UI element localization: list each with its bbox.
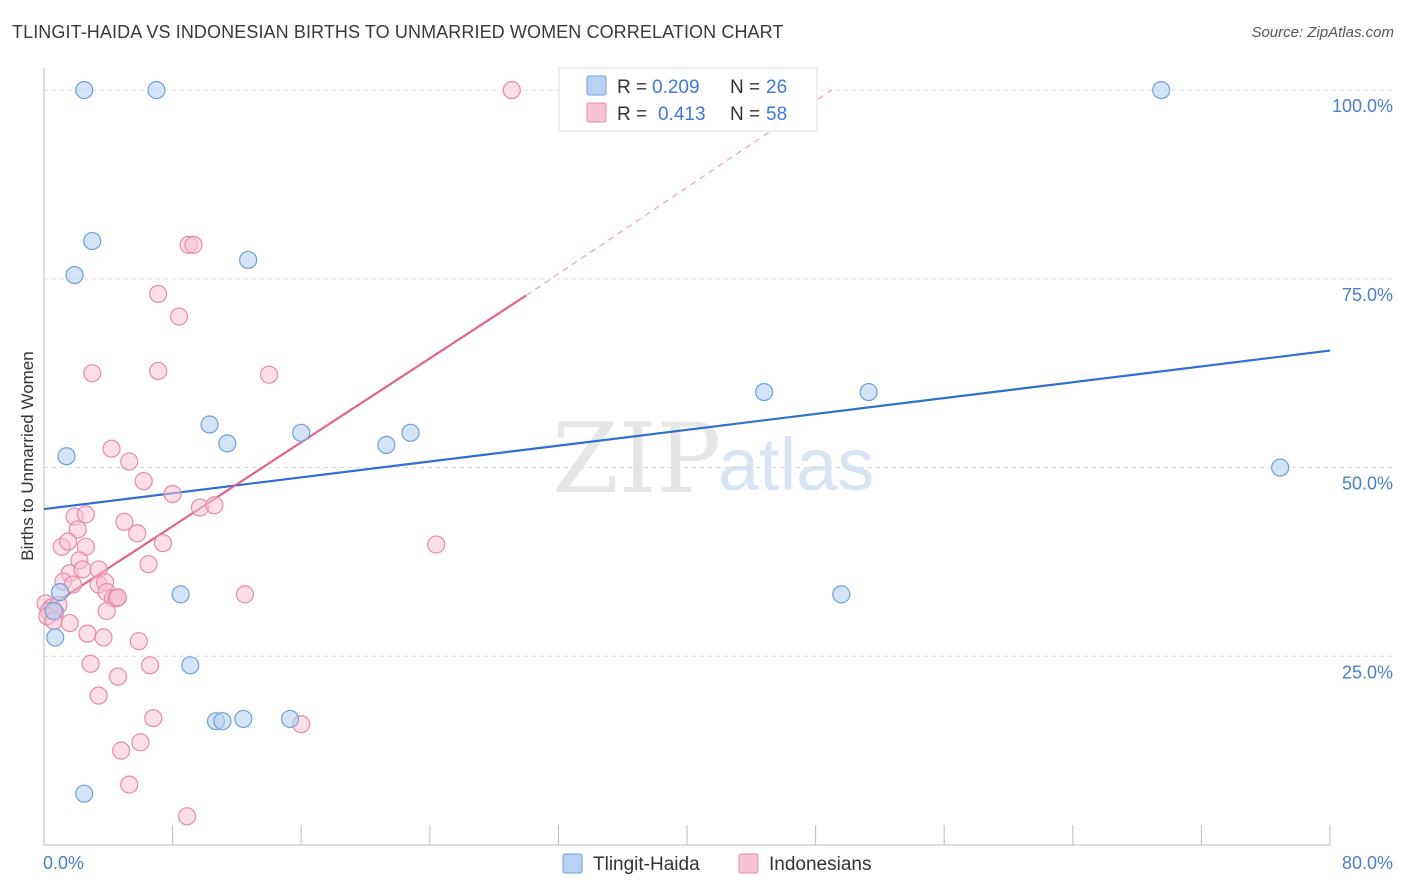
trend-lines <box>43 89 1331 606</box>
trend-line-tlingit-haida <box>43 349 1331 511</box>
legend-r-value-indonesians: 0.413 <box>658 104 706 125</box>
bottom-legend-label-indonesians: Indonesians <box>769 854 871 875</box>
data-point-indonesians <box>78 624 97 643</box>
data-point-indonesians <box>59 532 78 551</box>
data-point-indonesians <box>97 601 116 621</box>
data-point-tlingit-haida <box>755 382 774 402</box>
data-point-tlingit-haida <box>83 231 102 251</box>
data-point-tlingit-haida <box>234 709 253 729</box>
data-point-indonesians <box>94 628 113 647</box>
legend-n-value-indonesians: 58 <box>766 104 787 125</box>
data-point-indonesians <box>177 807 197 826</box>
data-point-tlingit-haida <box>75 784 94 803</box>
data-point-tlingit-haida <box>57 447 76 466</box>
data-point-indonesians <box>60 613 79 633</box>
data-point-indonesians <box>81 654 100 673</box>
legend-r-label: R = <box>617 77 647 98</box>
legend-r-value-tlingit-haida: 0.209 <box>652 77 700 98</box>
y-tick-label: 75.0% <box>1342 285 1393 305</box>
data-point-tlingit-haida <box>147 80 166 100</box>
legend-n-label: N = <box>730 104 760 125</box>
chart-title: TLINGIT-HAIDA VS INDONESIAN BIRTHS TO UN… <box>12 22 784 42</box>
data-point-indonesians <box>108 588 128 607</box>
data-point-indonesians <box>235 585 255 604</box>
data-point-indonesians <box>153 533 173 553</box>
data-point-tlingit-haida <box>50 583 70 602</box>
legend-swatch-tlingit-haida <box>586 75 607 96</box>
data-point-indonesians <box>259 365 279 384</box>
data-point-indonesians <box>120 452 139 471</box>
bottom-legend-label-tlingit-haida: Tlingit-Haida <box>593 854 700 875</box>
data-point-tlingit-haida <box>65 265 84 285</box>
data-point-tlingit-haida <box>75 80 94 100</box>
legend-n-value-tlingit-haida: 26 <box>766 77 787 98</box>
y-tick-label: 50.0% <box>1342 474 1393 494</box>
data-point-indonesians <box>427 535 446 554</box>
data-point-tlingit-haida <box>377 435 396 455</box>
series-legend: Tlingit-Haida Indonesians <box>562 853 871 875</box>
data-point-indonesians <box>112 741 131 760</box>
data-point-indonesians <box>205 496 224 515</box>
data-point-indonesians <box>149 284 168 304</box>
data-point-tlingit-haida <box>213 712 232 731</box>
data-point-tlingit-haida <box>401 423 420 442</box>
data-point-indonesians <box>89 686 108 705</box>
bottom-legend-swatch-tlingit-haida <box>562 853 583 874</box>
data-point-indonesians <box>169 307 189 326</box>
data-point-indonesians <box>144 709 163 728</box>
data-point-tlingit-haida <box>181 656 200 675</box>
bottom-legend-swatch-indonesians <box>738 853 759 874</box>
data-point-indonesians <box>131 733 150 752</box>
data-point-indonesians <box>139 555 158 574</box>
data-point-indonesians <box>140 656 160 675</box>
data-point-tlingit-haida <box>280 709 300 729</box>
data-point-tlingit-haida <box>1271 458 1290 477</box>
y-axis-label: Births to Unmarried Women <box>18 351 37 560</box>
data-point-tlingit-haida <box>239 250 258 270</box>
data-point-tlingit-haida <box>171 585 190 604</box>
data-point-tlingit-haida <box>292 423 311 442</box>
data-point-indonesians <box>102 439 121 458</box>
legend-r-label: R = <box>617 104 647 125</box>
data-point-indonesians <box>68 520 87 539</box>
legend-swatch-indonesians <box>586 102 607 123</box>
watermark: ZIP atlas <box>552 403 874 515</box>
data-point-tlingit-haida <box>200 415 219 434</box>
data-point-tlingit-haida <box>859 382 878 402</box>
data-point-tlingit-haida <box>218 434 237 453</box>
data-point-tlingit-haida <box>46 628 65 647</box>
trend-line-indonesians <box>51 294 527 606</box>
data-point-indonesians <box>128 524 147 543</box>
data-point-indonesians <box>115 512 134 532</box>
data-point-indonesians <box>83 364 102 383</box>
x-tick-label-min: 0.0% <box>43 853 84 873</box>
data-point-indonesians <box>149 361 168 381</box>
watermark-zip: ZIP <box>552 403 721 515</box>
data-point-indonesians <box>76 505 95 524</box>
watermark-atlas: atlas <box>718 423 874 506</box>
correlation-legend: R = 0.209 N = 26 R = 0.413 N = 58 <box>558 67 818 132</box>
x-tick-label-max: 80.0% <box>1342 853 1393 873</box>
data-point-indonesians <box>134 472 153 491</box>
indonesians-points <box>36 80 521 826</box>
source-credit: Source: ZipAtlas.com <box>1251 24 1394 41</box>
tlingit-haida-points <box>44 80 1290 803</box>
data-point-indonesians <box>502 80 521 100</box>
data-point-indonesians <box>108 667 128 686</box>
data-point-indonesians <box>163 484 182 504</box>
data-point-indonesians <box>73 560 92 579</box>
data-point-indonesians <box>120 775 139 794</box>
y-tick-label: 100.0% <box>1332 96 1393 116</box>
x-axis-ticks <box>43 825 1331 845</box>
data-point-tlingit-haida <box>1152 80 1171 100</box>
data-point-indonesians <box>129 632 148 651</box>
data-point-indonesians <box>184 235 203 254</box>
data-point-tlingit-haida <box>832 585 851 604</box>
legend-n-label: N = <box>730 77 760 98</box>
y-tick-label: 25.0% <box>1342 662 1393 682</box>
y-axis-tick-labels: 25.0% 50.0% 75.0% 100.0% <box>1332 96 1393 682</box>
gridlines <box>44 89 1395 657</box>
data-point-tlingit-haida <box>44 601 63 621</box>
